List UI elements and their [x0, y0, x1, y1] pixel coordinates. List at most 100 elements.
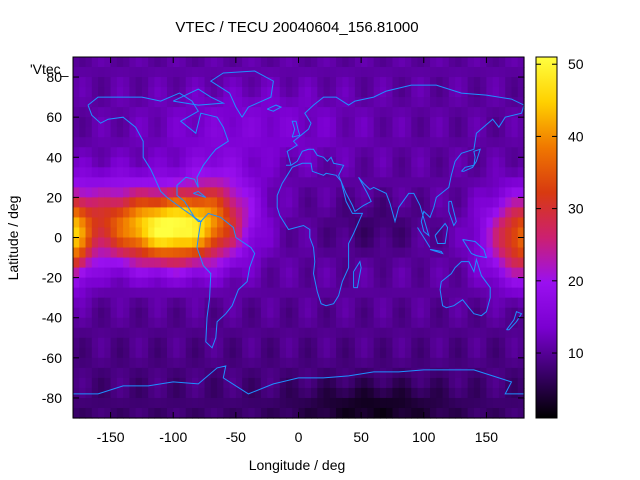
heatmap-cell — [423, 397, 431, 409]
heatmap-cell — [348, 247, 356, 259]
heatmap-cell — [498, 367, 506, 379]
heatmap-cell — [229, 57, 237, 68]
heatmap-cell — [367, 307, 375, 319]
heatmap-cell — [98, 107, 105, 118]
heatmap-cell — [436, 357, 444, 369]
heatmap-cell — [198, 87, 206, 98]
heatmap-cell — [505, 127, 513, 138]
heatmap-cell — [79, 187, 87, 198]
heatmap-cell — [110, 117, 118, 128]
heatmap-cell — [467, 67, 475, 78]
heatmap-cell — [361, 277, 368, 289]
heatmap-cell — [110, 97, 118, 108]
heatmap-cell — [455, 397, 462, 409]
heatmap-cell — [417, 107, 425, 118]
heatmap-cell — [198, 407, 206, 419]
heatmap-cell — [505, 407, 513, 419]
heatmap-cell — [204, 297, 212, 309]
heatmap-cell — [436, 337, 444, 349]
heatmap-cell — [354, 177, 362, 188]
heatmap-cell — [223, 277, 231, 289]
heatmap-cell — [317, 167, 325, 178]
heatmap-cell — [329, 217, 337, 229]
heatmap-cell — [486, 397, 494, 409]
heatmap-cell — [242, 187, 249, 198]
heatmap-cell — [398, 217, 406, 229]
heatmap-cell — [292, 207, 300, 219]
heatmap-cell — [467, 307, 475, 319]
heatmap-cell — [411, 137, 419, 148]
heatmap-cell — [166, 227, 174, 239]
heatmap-cell — [198, 227, 206, 239]
heatmap-cell — [123, 137, 130, 148]
heatmap-cell — [123, 337, 130, 349]
heatmap-cell — [342, 217, 350, 229]
heatmap-cell — [285, 87, 293, 98]
heatmap-cell — [336, 137, 343, 148]
heatmap-cell — [267, 97, 275, 108]
heatmap-cell — [498, 187, 506, 198]
heatmap-cell — [98, 147, 105, 158]
heatmap-cell — [329, 167, 337, 178]
heatmap-cell — [417, 367, 425, 379]
heatmap-cell — [417, 97, 425, 108]
heatmap-cell — [304, 407, 312, 419]
heatmap-cell — [217, 377, 224, 389]
heatmap-cell — [179, 367, 187, 379]
heatmap-cell — [505, 317, 513, 329]
heatmap-cell — [98, 167, 105, 178]
heatmap-cell — [148, 347, 156, 359]
heatmap-cell — [498, 407, 506, 419]
heatmap-cell — [423, 107, 431, 118]
heatmap-cell — [323, 127, 331, 138]
heatmap-cell — [379, 127, 387, 138]
heatmap-cell — [160, 297, 168, 309]
heatmap-cell — [386, 317, 394, 329]
coastline — [506, 311, 523, 331]
heatmap-cell — [185, 107, 193, 118]
heatmap-cell — [135, 227, 143, 239]
heatmap-cell — [505, 287, 513, 299]
heatmap-cell — [398, 167, 406, 178]
heatmap-cell — [505, 227, 513, 239]
heatmap-cell — [304, 117, 312, 128]
heatmap-cell — [348, 187, 356, 198]
heatmap-cell — [110, 167, 118, 178]
heatmap-cell — [455, 67, 462, 78]
heatmap-cell — [354, 97, 362, 108]
heatmap-cell — [386, 227, 394, 239]
heatmap-cell — [336, 337, 343, 349]
coastline — [291, 120, 301, 138]
coastline — [434, 222, 449, 244]
heatmap-cell — [430, 107, 437, 118]
heatmap-cell — [85, 277, 93, 289]
y-axis-label: Latitude / deg — [5, 196, 21, 281]
heatmap-cell — [473, 387, 481, 399]
heatmap-cell — [448, 327, 456, 339]
heatmap-cell — [116, 367, 124, 379]
heatmap-cell — [317, 147, 325, 158]
heatmap-cell — [292, 147, 300, 158]
heatmap-cell — [273, 87, 281, 98]
heatmap-cell — [141, 197, 149, 209]
heatmap-cell — [348, 317, 356, 329]
heatmap-cell — [223, 287, 231, 299]
heatmap-cell — [116, 147, 124, 158]
heatmap-cell — [292, 227, 300, 239]
heatmap-cell — [110, 407, 118, 419]
heatmap-cell — [210, 247, 218, 259]
heatmap-cell — [448, 187, 456, 198]
heatmap-cell — [317, 367, 325, 379]
heatmap-cell — [173, 307, 181, 319]
heatmap-cell — [430, 257, 437, 269]
heatmap-cell — [298, 237, 306, 249]
heatmap-cell — [317, 197, 325, 209]
heatmap-cell — [267, 77, 275, 88]
heatmap-cell — [417, 127, 425, 138]
heatmap-cell — [367, 137, 375, 148]
heatmap-cell — [254, 327, 262, 339]
heatmap-cell — [448, 217, 456, 229]
heatmap-cell — [217, 237, 224, 249]
heatmap-cell — [235, 137, 243, 148]
heatmap-cell — [304, 217, 312, 229]
